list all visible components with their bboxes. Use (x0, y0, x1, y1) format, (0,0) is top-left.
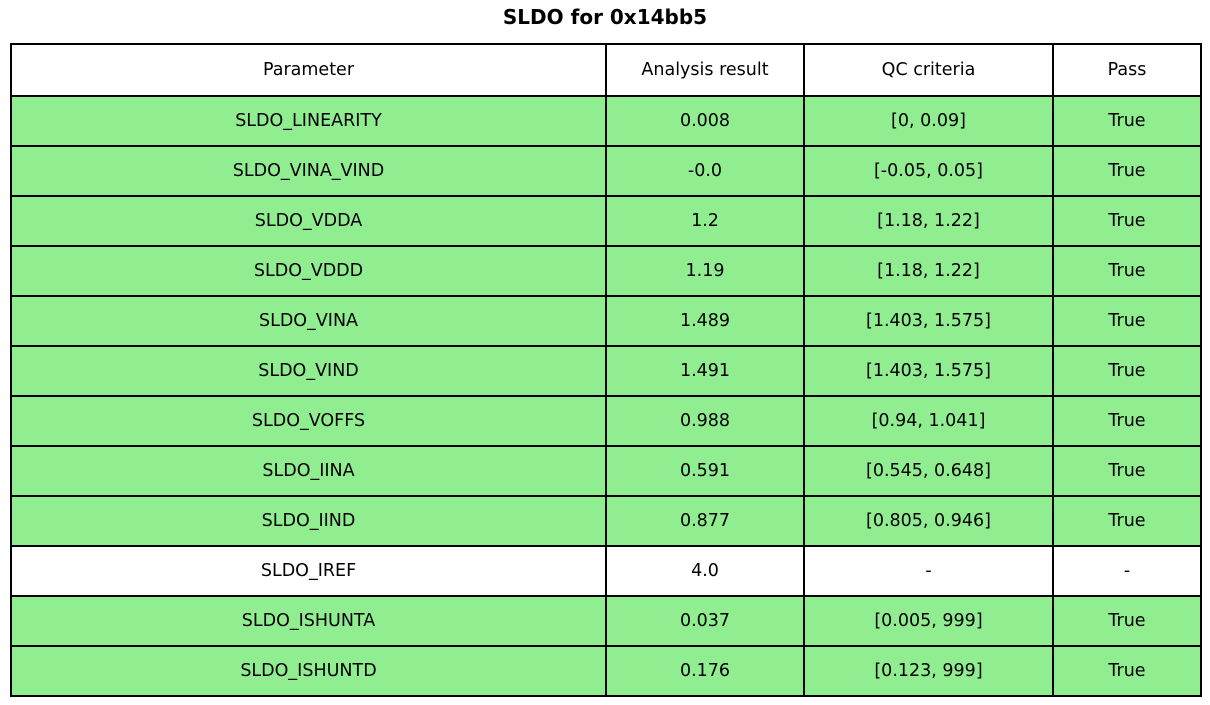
cell-parameter: SLDO_VINA (10, 295, 607, 347)
table-row: SLDO_LINEARITY 0.008 [0, 0.09] True (10, 95, 1202, 147)
table-row: SLDO_IINA 0.591 [0.545, 0.648] True (10, 445, 1202, 497)
cell-parameter: SLDO_IINA (10, 445, 607, 497)
cell-criteria: [0.123, 999] (803, 645, 1054, 697)
cell-result: 0.037 (605, 595, 805, 647)
cell-criteria: [1.403, 1.575] (803, 345, 1054, 397)
table-row: SLDO_VDDD 1.19 [1.18, 1.22] True (10, 245, 1202, 297)
table-row: SLDO_ISHUNTD 0.176 [0.123, 999] True (10, 645, 1202, 697)
cell-pass: True (1052, 445, 1202, 497)
cell-criteria: [-0.05, 0.05] (803, 145, 1054, 197)
cell-criteria: [0.005, 999] (803, 595, 1054, 647)
cell-pass: True (1052, 595, 1202, 647)
cell-result: 0.988 (605, 395, 805, 447)
cell-pass: True (1052, 495, 1202, 547)
cell-criteria: [0.545, 0.648] (803, 445, 1054, 497)
column-header-analysis-result: Analysis result (605, 43, 805, 97)
cell-pass: True (1052, 345, 1202, 397)
cell-criteria: [1.403, 1.575] (803, 295, 1054, 347)
qc-results-table: Parameter Analysis result QC criteria Pa… (10, 43, 1202, 697)
cell-result: 4.0 (605, 545, 805, 597)
cell-parameter: SLDO_ISHUNTD (10, 645, 607, 697)
cell-result: 0.591 (605, 445, 805, 497)
cell-criteria: - (803, 545, 1054, 597)
cell-pass: True (1052, 145, 1202, 197)
table-row: SLDO_VDDA 1.2 [1.18, 1.22] True (10, 195, 1202, 247)
cell-parameter: SLDO_VDDA (10, 195, 607, 247)
cell-parameter: SLDO_IIND (10, 495, 607, 547)
cell-parameter: SLDO_VDDD (10, 245, 607, 297)
cell-pass: True (1052, 645, 1202, 697)
cell-parameter: SLDO_VINA_VIND (10, 145, 607, 197)
table-row: SLDO_ISHUNTA 0.037 [0.005, 999] True (10, 595, 1202, 647)
cell-parameter: SLDO_LINEARITY (10, 95, 607, 147)
cell-criteria: [1.18, 1.22] (803, 245, 1054, 297)
cell-result: 0.176 (605, 645, 805, 697)
table-row: SLDO_VINA 1.489 [1.403, 1.575] True (10, 295, 1202, 347)
table-row: SLDO_VOFFS 0.988 [0.94, 1.041] True (10, 395, 1202, 447)
cell-result: 1.2 (605, 195, 805, 247)
cell-parameter: SLDO_ISHUNTA (10, 595, 607, 647)
column-header-parameter: Parameter (10, 43, 607, 97)
cell-criteria: [0.94, 1.041] (803, 395, 1054, 447)
table-row: SLDO_IREF 4.0 - - (10, 545, 1202, 597)
table-row: SLDO_VINA_VIND -0.0 [-0.05, 0.05] True (10, 145, 1202, 197)
cell-pass: True (1052, 245, 1202, 297)
cell-pass: True (1052, 395, 1202, 447)
cell-result: -0.0 (605, 145, 805, 197)
page-title: SLDO for 0x14bb5 (502, 5, 708, 29)
cell-criteria: [0, 0.09] (803, 95, 1054, 147)
cell-pass: True (1052, 295, 1202, 347)
cell-parameter: SLDO_VIND (10, 345, 607, 397)
cell-parameter: SLDO_IREF (10, 545, 607, 597)
cell-pass: True (1052, 95, 1202, 147)
cell-result: 0.877 (605, 495, 805, 547)
column-header-pass: Pass (1052, 43, 1202, 97)
cell-parameter: SLDO_VOFFS (10, 395, 607, 447)
cell-pass: True (1052, 195, 1202, 247)
cell-result: 0.008 (605, 95, 805, 147)
cell-result: 1.489 (605, 295, 805, 347)
cell-criteria: [0.805, 0.946] (803, 495, 1054, 547)
table-row: SLDO_IIND 0.877 [0.805, 0.946] True (10, 495, 1202, 547)
cell-criteria: [1.18, 1.22] (803, 195, 1054, 247)
cell-result: 1.19 (605, 245, 805, 297)
table-row: SLDO_VIND 1.491 [1.403, 1.575] True (10, 345, 1202, 397)
column-header-qc-criteria: QC criteria (803, 43, 1054, 97)
table-header-row: Parameter Analysis result QC criteria Pa… (10, 43, 1202, 97)
cell-result: 1.491 (605, 345, 805, 397)
cell-pass: - (1052, 545, 1202, 597)
